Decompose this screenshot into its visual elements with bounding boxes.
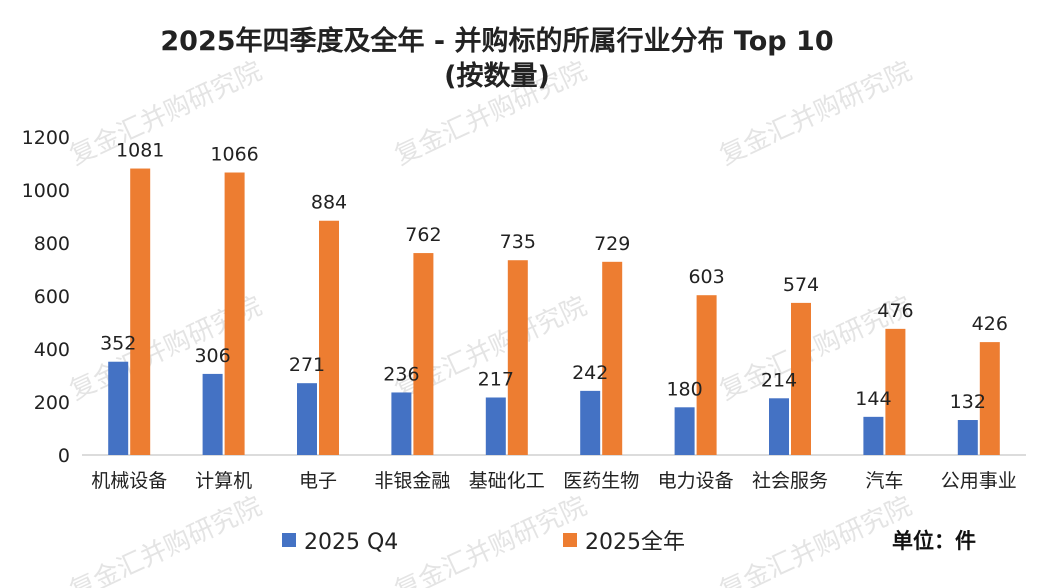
data-label-full-year: 1066 bbox=[210, 144, 258, 166]
bar-full-year bbox=[507, 260, 528, 455]
y-tick-label: 600 bbox=[34, 286, 70, 308]
data-label-full-year: 574 bbox=[783, 274, 819, 296]
data-labels: 352 1081 306 1066 271 884 236 762 217 735 242 729 18… bbox=[100, 140, 1008, 413]
data-label-q4: 144 bbox=[855, 388, 891, 410]
watermark-text: 复金汇并购研究院 bbox=[390, 491, 591, 588]
data-label-q4: 214 bbox=[761, 369, 797, 391]
data-label-q4: 217 bbox=[478, 368, 514, 390]
category-label: 电力设备 bbox=[658, 470, 734, 492]
bar-q4 bbox=[108, 361, 129, 455]
unit-label: 单位：件 bbox=[892, 529, 976, 553]
data-label-full-year: 603 bbox=[688, 266, 724, 288]
category-label: 医药生物 bbox=[563, 470, 639, 492]
category-label: 机械设备 bbox=[91, 470, 167, 492]
chart-subtitle: (按数量) bbox=[444, 60, 550, 92]
category-label: 非银金融 bbox=[374, 470, 450, 492]
y-tick-label: 800 bbox=[34, 233, 70, 255]
legend-label-q4: 2025 Q4 bbox=[304, 530, 398, 555]
y-tick-label: 400 bbox=[34, 339, 70, 361]
bars bbox=[108, 168, 1000, 455]
category-label: 计算机 bbox=[195, 470, 252, 492]
bar-full-year bbox=[791, 302, 811, 455]
data-label-q4: 271 bbox=[289, 354, 325, 376]
bar-full-year bbox=[602, 261, 623, 455]
y-tick-label: 1000 bbox=[22, 180, 70, 202]
category-label: 基础化工 bbox=[469, 470, 545, 492]
data-label-q4: 306 bbox=[194, 345, 230, 367]
watermark-text: 复金汇并购研究院 bbox=[715, 491, 916, 588]
chart-title: 2025年四季度及全年 - 并购标的所属行业分布 Top 10 bbox=[160, 25, 833, 57]
data-label-full-year: 1081 bbox=[116, 140, 164, 162]
bar-q4 bbox=[391, 392, 412, 455]
data-label-full-year: 735 bbox=[500, 231, 536, 253]
bar-q4 bbox=[485, 397, 506, 455]
data-label-full-year: 729 bbox=[594, 233, 630, 255]
bar-full-year bbox=[130, 168, 151, 455]
category-label: 汽车 bbox=[865, 470, 903, 492]
category-label: 社会服务 bbox=[752, 470, 828, 492]
category-label: 电子 bbox=[299, 470, 337, 492]
bar-q4 bbox=[202, 373, 223, 455]
y-tick-label: 200 bbox=[34, 392, 70, 414]
y-tick-label: 0 bbox=[58, 445, 70, 467]
category-label: 公用事业 bbox=[941, 470, 1017, 492]
bar-q4 bbox=[863, 416, 884, 455]
data-label-full-year: 476 bbox=[877, 300, 913, 322]
bar-q4 bbox=[674, 407, 695, 455]
bar-full-year bbox=[885, 328, 906, 455]
legend-swatch-full-year bbox=[563, 533, 577, 547]
bar-full-year bbox=[224, 172, 245, 455]
data-label-q4: 132 bbox=[950, 391, 986, 413]
bar-full-year bbox=[319, 220, 339, 455]
x-axis: 机械设备 计算机 电子 非银金融 基础化工 医药生物 电力设备 社会服务 汽车 公用事业 bbox=[91, 470, 1017, 492]
bar-full-year bbox=[696, 295, 717, 455]
legend: 2025 Q4 2025全年 bbox=[282, 530, 685, 555]
bar-full-year bbox=[413, 253, 434, 455]
bar-q4 bbox=[580, 390, 601, 455]
watermark-text: 复金汇并购研究院 bbox=[715, 56, 916, 171]
bar-full-year bbox=[979, 342, 1000, 455]
data-label-full-year: 426 bbox=[972, 313, 1008, 335]
y-tick-label: 1200 bbox=[22, 127, 70, 149]
data-label-full-year: 884 bbox=[311, 192, 347, 214]
watermark-text: 复金汇并购研究院 bbox=[65, 491, 266, 588]
data-label-q4: 236 bbox=[383, 363, 419, 385]
legend-label-full-year: 2025全年 bbox=[585, 530, 685, 555]
legend-swatch-q4 bbox=[282, 533, 296, 547]
data-label-full-year: 762 bbox=[405, 224, 441, 246]
bar-q4 bbox=[769, 398, 789, 455]
data-label-q4: 352 bbox=[100, 333, 136, 355]
bar-q4 bbox=[957, 420, 978, 455]
bar-q4 bbox=[297, 383, 317, 455]
data-label-q4: 242 bbox=[572, 362, 608, 384]
data-label-q4: 180 bbox=[666, 378, 702, 400]
